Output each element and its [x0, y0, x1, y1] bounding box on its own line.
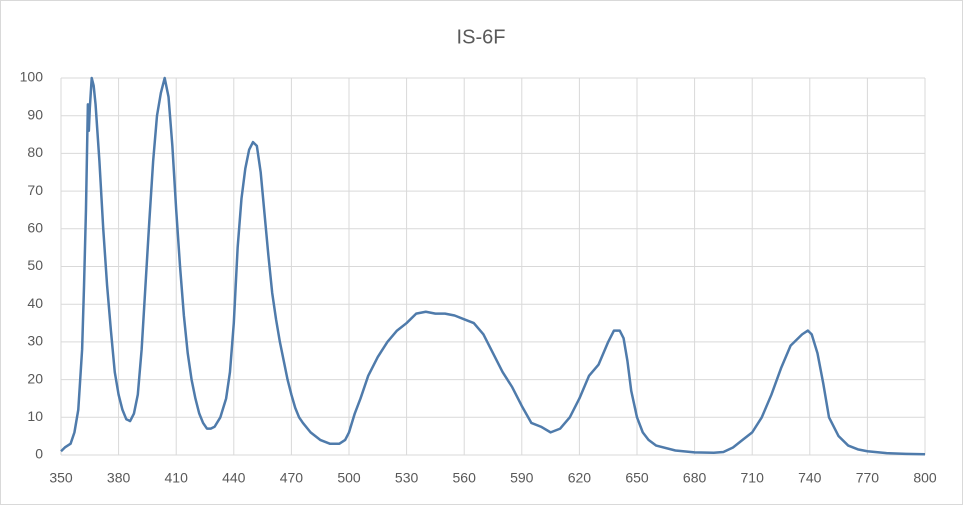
y-tick-label: 90 [27, 106, 43, 122]
y-tick-label: 40 [27, 295, 43, 311]
y-tick-label: 10 [27, 408, 43, 424]
x-tick-label: 470 [280, 470, 304, 486]
x-tick-label: 500 [337, 470, 361, 486]
x-tick-label: 380 [107, 470, 131, 486]
y-tick-label: 20 [27, 370, 43, 386]
x-tick-label: 740 [798, 470, 822, 486]
data-line [60, 76, 926, 456]
y-tick-label: 80 [27, 144, 43, 160]
y-tick-label: 50 [27, 257, 43, 273]
x-tick-label: 410 [165, 470, 189, 486]
x-tick-label: 800 [913, 470, 937, 486]
x-tick-label: 770 [856, 470, 880, 486]
x-tick-label: 680 [683, 470, 707, 486]
y-tick-label: 70 [27, 182, 43, 198]
chart-title: IS-6F [457, 26, 506, 48]
x-tick-label: 590 [510, 470, 534, 486]
x-tick-label: 650 [625, 470, 649, 486]
x-tick-label: 710 [741, 470, 765, 486]
x-tick-label: 560 [453, 470, 477, 486]
x-tick-label: 530 [395, 470, 419, 486]
x-tick-label: 350 [49, 470, 73, 486]
y-tick-label: 0 [35, 446, 43, 462]
x-tick-label: 620 [568, 470, 592, 486]
y-tick-label: 100 [20, 69, 44, 85]
x-tick-label: 440 [222, 470, 246, 486]
y-tick-label: 30 [27, 333, 43, 349]
y-tick-label: 60 [27, 220, 43, 236]
